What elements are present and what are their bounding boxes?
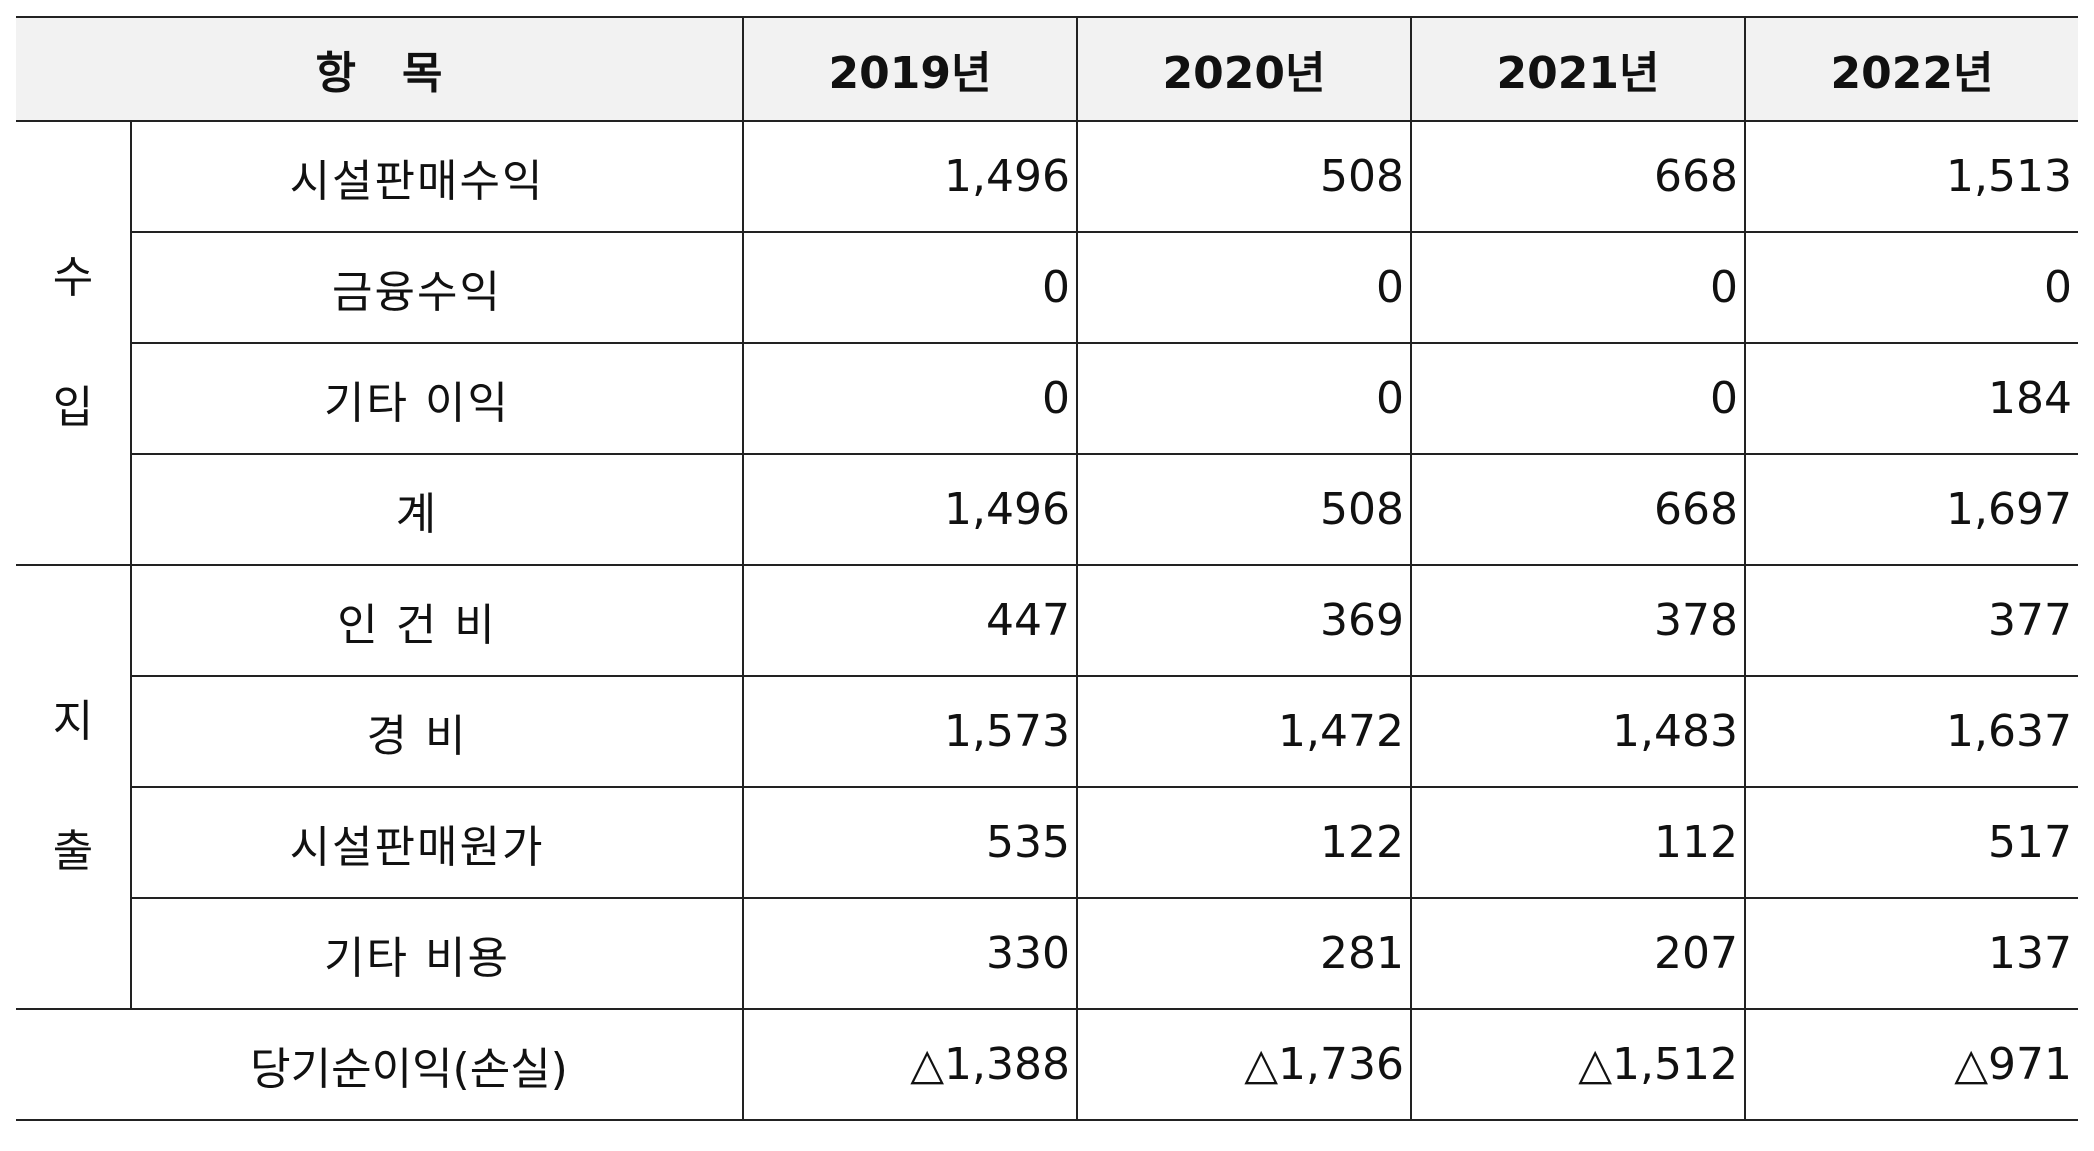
header-item: 항 목: [16, 16, 745, 122]
cell-value: 207: [1410, 897, 1747, 1010]
cell-value: 0: [742, 231, 1079, 344]
total-row: 당기순이익(손실) △1,388 △1,736 △1,512 △971: [16, 1008, 2079, 1121]
group-income: 수 입: [16, 120, 132, 566]
cell-value: 281: [1076, 897, 1413, 1010]
cell-value: 668: [1410, 120, 1747, 233]
table-row: 기타 비용 330 281 207 137: [16, 897, 2079, 1010]
header-year-2022: 2022년: [1744, 16, 2079, 122]
cell-value: 0: [1410, 342, 1747, 455]
cell-value: 447: [742, 564, 1079, 677]
cell-value: 508: [1076, 453, 1413, 566]
total-value: △1,388: [742, 1008, 1079, 1121]
cell-value: 377: [1744, 564, 2079, 677]
cell-value: 1,496: [742, 120, 1079, 233]
cell-value: 668: [1410, 453, 1747, 566]
total-label: 당기순이익(손실): [16, 1008, 745, 1121]
cell-value: 184: [1744, 342, 2079, 455]
cell-value: 1,496: [742, 453, 1079, 566]
header-year-2021: 2021년: [1410, 16, 1747, 122]
cell-value: 137: [1744, 897, 2079, 1010]
row-label: 계: [131, 453, 745, 566]
cell-value: 1,472: [1076, 675, 1413, 788]
cell-value: 112: [1410, 786, 1747, 899]
row-label: 시설판매원가: [131, 786, 745, 899]
row-label: 기타 비용: [131, 897, 745, 1010]
cell-value: 1,697: [1744, 453, 2079, 566]
group-expense: 지 출: [16, 564, 132, 1010]
cell-value: 535: [742, 786, 1079, 899]
cell-value: 369: [1076, 564, 1413, 677]
table-row: 계 1,496 508 668 1,697: [16, 453, 2079, 566]
cell-value: 508: [1076, 120, 1413, 233]
cell-value: 378: [1410, 564, 1747, 677]
row-label: 금융수익: [131, 231, 745, 344]
table-row: 지 출 인 건 비 447 369 378 377: [16, 564, 2079, 1010]
table-row: 금융수익 0 0 0 0: [16, 231, 2079, 344]
row-label: 시설판매수익: [129, 120, 745, 233]
row-label: 기타 이익: [131, 342, 745, 455]
cell-value: 0: [1744, 231, 2079, 344]
cell-value: 517: [1744, 786, 2079, 899]
cell-value: 1,483: [1410, 675, 1747, 788]
cell-value: 1,637: [1744, 675, 2079, 788]
header-row: 항 목 2019년 2020년 2021년 2022년: [16, 16, 2079, 122]
table-row: 시설판매원가 535 122 112 517: [16, 786, 2079, 899]
cell-value: 0: [1410, 231, 1747, 344]
row-label: 인 건 비: [129, 564, 745, 677]
table-row: 수 입 시설판매수익 1,496 508 668 1,513: [16, 120, 2079, 566]
header-year-2020: 2020년: [1076, 16, 1413, 122]
total-value: △1,736: [1076, 1008, 1413, 1121]
cell-value: 330: [742, 897, 1079, 1010]
cell-value: 0: [1076, 231, 1413, 344]
table-row: 기타 이익 0 0 0 184: [16, 342, 2079, 455]
table-row: 경 비 1,573 1,472 1,483 1,637: [16, 675, 2079, 788]
row-label: 경 비: [131, 675, 745, 788]
total-value: △971: [1744, 1008, 2079, 1121]
cell-value: 0: [1076, 342, 1413, 455]
financial-table: 항 목 2019년 2020년 2021년 2022년 수 입 시설판매수익 1…: [16, 16, 2079, 1121]
cell-value: 0: [742, 342, 1079, 455]
total-value: △1,512: [1410, 1008, 1747, 1121]
cell-value: 122: [1076, 786, 1413, 899]
cell-value: 1,513: [1744, 120, 2079, 233]
cell-value: 1,573: [742, 675, 1079, 788]
header-year-2019: 2019년: [742, 16, 1079, 122]
